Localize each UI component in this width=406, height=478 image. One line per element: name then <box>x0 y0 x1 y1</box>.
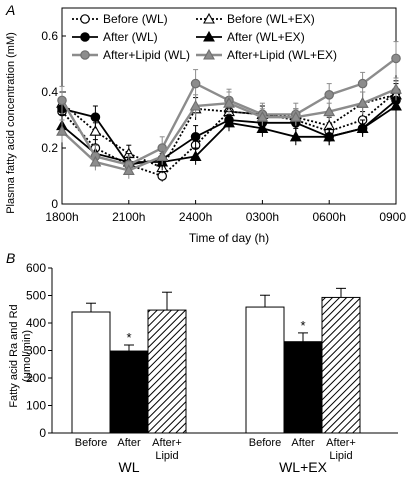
series-line <box>61 91 397 178</box>
legend-item-4: After (WL+EX) <box>196 30 305 44</box>
data-point <box>390 99 402 111</box>
legend-marker <box>203 12 215 24</box>
x-tick-label: 0300h <box>246 210 279 224</box>
data-point <box>256 122 269 133</box>
data-point <box>356 97 369 108</box>
data-point <box>324 90 334 100</box>
bar <box>109 350 149 434</box>
panel-a-label: A <box>5 2 15 18</box>
panel-a-xlabel: Time of day (h) <box>189 231 269 245</box>
data-point <box>391 53 401 64</box>
y-tick-label: 400 <box>26 316 46 330</box>
data-point <box>323 105 336 117</box>
data-point <box>156 150 169 161</box>
legend-marker <box>80 14 90 24</box>
legend-label: After+Lipid (WL+EX) <box>227 48 337 62</box>
legend-marker <box>203 48 215 60</box>
data-point <box>189 150 202 161</box>
x-tick-label: 1800h <box>45 210 78 224</box>
data-point <box>57 95 67 106</box>
significance-marker: * <box>300 318 305 333</box>
panel-a-legend: Before (WL) Before (WL+EX) After (WL) After… <box>72 12 337 62</box>
significance-marker: * <box>126 330 131 345</box>
y-tick-label: 200 <box>26 371 46 385</box>
bar-label: Before <box>75 437 107 449</box>
data-point <box>223 116 235 128</box>
data-point <box>357 78 368 89</box>
panel-b-ylabel-line2: (μmol/min) <box>21 330 33 382</box>
legend-item-5: After+Lipid (WL) <box>72 48 190 62</box>
legend-item-6: After+Lipid (WL+EX) <box>196 48 337 62</box>
bar-label: After <box>117 437 141 449</box>
y-tick-label: 300 <box>26 344 46 358</box>
x-tick-label: 0600h <box>313 210 346 224</box>
x-tick-label: 2100h <box>112 210 145 224</box>
legend-item-1: Before (WL) <box>72 12 168 26</box>
data-point <box>122 164 135 175</box>
legend-item-3: After (WL) <box>72 30 158 44</box>
group-label: WL <box>119 459 140 475</box>
data-point <box>190 132 201 142</box>
bar <box>245 306 285 434</box>
legend-label: Before (WL) <box>103 12 168 26</box>
data-point <box>323 130 336 142</box>
y-tick-label: 0.2 <box>41 141 58 155</box>
data-point <box>90 112 101 122</box>
data-point <box>89 155 102 167</box>
bar-label-line2: Lipid <box>329 450 352 462</box>
data-point <box>189 99 202 111</box>
bar-label: After <box>291 437 315 449</box>
bar-label: After+ <box>326 437 356 449</box>
data-point <box>390 83 402 94</box>
legend-marker <box>203 30 215 42</box>
legend-label: After+Lipid (WL) <box>103 48 190 62</box>
panel-a-plot: 0 0.2 0.4 0.6 1800h 2100h 2400h 0300h 0600h 0900h <box>41 7 406 224</box>
y-tick-label: 0 <box>39 426 46 440</box>
panel-b-ylabel-line1: Fatty acid Ra and Rd <box>8 304 20 407</box>
bar-label: After+ <box>152 437 182 449</box>
y-tick-label: 600 <box>26 261 46 275</box>
bar-label: Before <box>249 437 281 449</box>
bar-group-1: Before * After After+Lipid WL <box>71 291 187 475</box>
legend-label: After (WL) <box>103 30 158 44</box>
bar <box>283 341 323 434</box>
legend-label: Before (WL+EX) <box>227 12 315 26</box>
data-point <box>289 130 302 142</box>
panel-b-label: B <box>6 250 15 266</box>
bar <box>321 296 361 434</box>
legend-marker <box>80 50 90 60</box>
data-point <box>289 111 302 122</box>
data-point <box>190 78 201 89</box>
y-tick-label: 500 <box>26 289 46 303</box>
bar <box>147 309 187 434</box>
data-point <box>356 122 369 133</box>
y-tick-label: 100 <box>26 399 46 413</box>
series-6 <box>56 77 402 179</box>
bar <box>71 311 111 434</box>
x-tick-label: 0900h <box>379 210 406 224</box>
y-tick-label: 0.4 <box>41 85 58 99</box>
data-point <box>223 97 235 108</box>
legend-label: After (WL+EX) <box>227 30 305 44</box>
data-point <box>89 125 102 136</box>
x-tick-label: 2400h <box>179 210 212 224</box>
y-tick-label: 0 <box>51 197 58 211</box>
y-tick-label: 0.6 <box>41 29 58 43</box>
legend-marker <box>80 32 90 42</box>
data-point <box>256 111 269 122</box>
bar-label-line2: Lipid <box>155 450 178 462</box>
data-point <box>56 125 68 136</box>
legend-item-2: Before (WL+EX) <box>196 12 315 26</box>
panel-a-ylabel: Plasma fatty acid concentration (mM) <box>5 32 17 214</box>
group-label: WL+EX <box>279 459 328 475</box>
